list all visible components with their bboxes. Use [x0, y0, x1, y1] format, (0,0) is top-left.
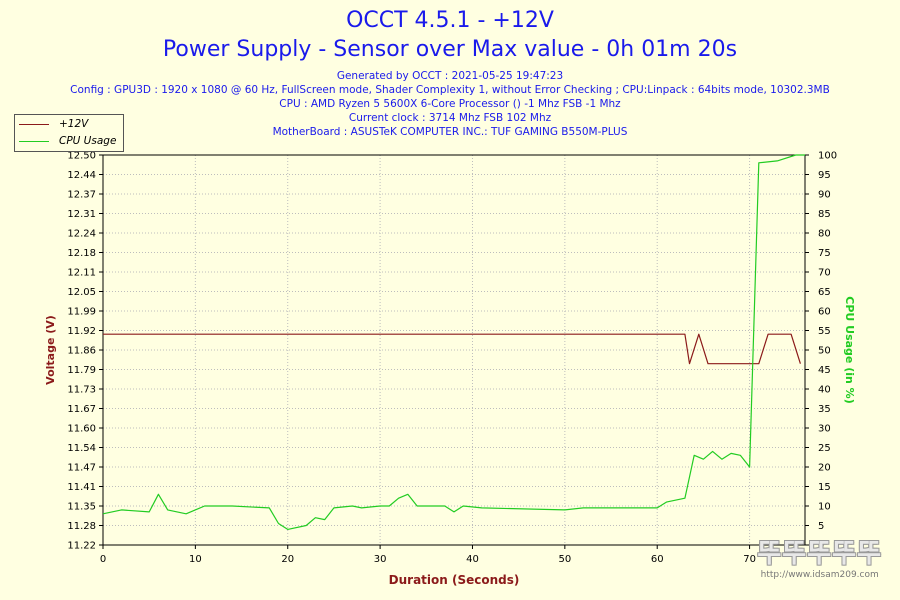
y-right-tick-label: 80	[818, 229, 831, 240]
y-left-tick-label: 11.47	[67, 463, 96, 474]
x-tick-label: 70	[743, 554, 756, 565]
series-line-cpu-usage	[102, 154, 805, 531]
x-tick-label: 60	[651, 554, 664, 565]
x-tick-label: 10	[189, 554, 202, 565]
y-right-tick-label: 55	[818, 326, 831, 337]
x-tick-label: 40	[466, 554, 479, 565]
y-right-tick-label: 35	[818, 404, 831, 415]
y-right-tick-label: 90	[818, 190, 831, 201]
y-left-tick-label: 11.54	[67, 443, 96, 454]
y-right-tick-label: 85	[818, 209, 831, 220]
y-right-tick-label: 25	[818, 443, 831, 454]
series-line-12v	[103, 333, 801, 365]
y-left-tick-label: 11.92	[67, 326, 96, 337]
y-right-tick-label: 20	[818, 463, 831, 474]
legend-item-cpu-usage: CPU Usage	[19, 133, 121, 149]
y-right-tick-label: 65	[818, 287, 831, 298]
x-axis-label: Duration (Seconds)	[389, 573, 520, 587]
y-left-tick-label: 11.99	[67, 307, 96, 318]
y-left-tick-label: 11.73	[67, 385, 96, 396]
y-right-tick-label: 45	[818, 365, 831, 376]
y-right-tick-label: 60	[818, 307, 831, 318]
legend-item-12v: +12V	[19, 116, 121, 132]
x-tick-label: 50	[558, 554, 571, 565]
y-left-axis-label: Voltage (V)	[44, 315, 57, 385]
y-left-tick-label: 12.05	[67, 287, 96, 298]
watermark: 뚜뚜뚜뚜뚜 http://www.idsam209.com	[757, 533, 882, 580]
y-right-tick-label: 40	[818, 385, 831, 396]
legend-label-cpu-usage: CPU Usage	[59, 135, 117, 147]
y-left-tick-label: 12.24	[67, 229, 96, 240]
y-right-tick-label: 50	[818, 346, 831, 357]
y-left-tick-label: 11.22	[67, 541, 96, 552]
y-right-tick-label: 70	[818, 268, 831, 279]
y-left-tick-label: 11.60	[67, 424, 96, 435]
y-left-tick-label: 12.11	[67, 268, 96, 279]
x-tick-label: 20	[281, 554, 294, 565]
y-left-tick-label: 11.41	[67, 482, 96, 493]
y-left-tick-label: 12.31	[67, 209, 96, 220]
y-right-tick-label: 75	[818, 248, 831, 259]
legend-swatch-12v	[19, 124, 49, 125]
chart-info: Generated by OCCT : 2021-05-25 19:47:23 …	[0, 69, 900, 139]
y-left-tick-label: 12.18	[67, 248, 96, 259]
y-left-tick-label: 11.35	[67, 502, 96, 513]
y-right-axis-label: CPU Usage (in %)	[843, 296, 856, 403]
chart-title: OCCT 4.5.1 - +12V	[346, 8, 554, 33]
y-left-tick-label: 11.28	[67, 521, 96, 532]
y-right-tick-label: 15	[818, 482, 831, 493]
info-line-clock: Current clock : 3714 Mhz FSB 102 Mhz	[348, 112, 552, 124]
watermark-url: http://www.idsam209.com	[760, 570, 879, 580]
y-right-tick-label: 30	[818, 424, 831, 435]
legend-swatch-cpu-usage	[19, 141, 49, 142]
info-line-config: Config : GPU3D : 1920 x 1080 @ 60 Hz, Fu…	[70, 84, 830, 96]
y-left-tick-label: 12.37	[67, 190, 96, 201]
info-line-generated: Generated by OCCT : 2021-05-25 19:47:23	[336, 70, 564, 82]
y-right-tick-label: 100	[818, 151, 837, 162]
y-right-tick-label: 10	[818, 502, 831, 513]
y-right-tick-label: 0	[818, 541, 824, 552]
watermark-logo: 뚜뚜뚜뚜뚜	[757, 539, 882, 569]
y-left-tick-label: 12.50	[67, 151, 96, 162]
x-tick-label: 30	[374, 554, 387, 565]
y-right-tick-label: 95	[818, 170, 831, 181]
y-left-tick-label: 11.79	[67, 365, 96, 376]
info-line-cpu: CPU : AMD Ryzen 5 5600X 6-Core Processor…	[279, 98, 621, 110]
y-left-tick-label: 11.86	[67, 346, 96, 357]
legend-label-12v: +12V	[59, 118, 89, 130]
y-left-tick-label: 11.67	[67, 404, 96, 415]
x-tick-label: 0	[100, 554, 106, 565]
y-right-tick-label: 5	[818, 521, 824, 532]
chart-legend: +12V CPU Usage	[14, 114, 124, 152]
y-left-tick-label: 12.44	[67, 170, 96, 181]
chart-subtitle: Power Supply - Sensor over Max value - 0…	[162, 37, 738, 62]
info-line-motherboard: MotherBoard : ASUSTeK COMPUTER INC.: TUF…	[272, 126, 628, 138]
